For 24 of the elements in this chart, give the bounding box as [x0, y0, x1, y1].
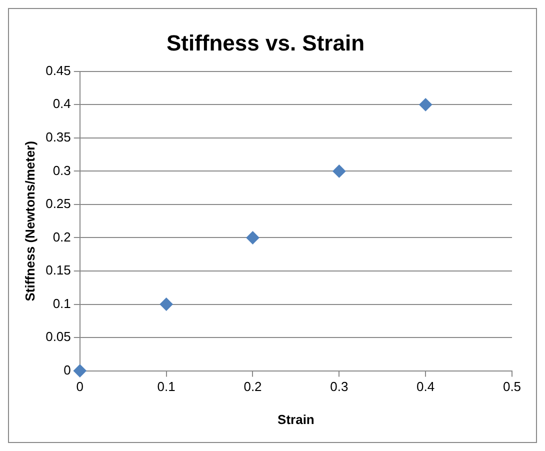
x-tick-label: 0.3 — [330, 379, 348, 394]
x-tick-label: 0.5 — [502, 379, 522, 394]
y-tick-label: 0.35 — [46, 130, 71, 145]
y-tick-label: 0.3 — [52, 162, 71, 178]
x-tick-label: 0.2 — [244, 379, 262, 394]
y-axis-title: Stiffness (Newtons/meter) — [22, 140, 38, 302]
y-tick-label: 0.1 — [52, 296, 71, 311]
point — [332, 164, 346, 178]
x-axis-title: Strain — [278, 412, 314, 427]
point — [73, 364, 86, 378]
point — [160, 298, 173, 311]
y-tick-label: 0.4 — [52, 96, 71, 112]
point — [419, 98, 432, 112]
y-tick-label: 0 — [64, 362, 71, 378]
chart-title: Stiffness vs. Strain — [166, 30, 365, 56]
x-tick-label: 0.4 — [416, 379, 435, 394]
y-tick-label: 0.25 — [46, 196, 71, 212]
x-tick-label: 0 — [76, 379, 84, 394]
x-tick-label: 0.1 — [157, 379, 176, 394]
y-tick-label: 0.15 — [46, 262, 71, 278]
y-tick-label: 0.2 — [52, 229, 71, 244]
y-tick-label: 0.45 — [46, 62, 71, 78]
point — [246, 231, 260, 244]
y-tick-label: 0.05 — [46, 329, 71, 344]
